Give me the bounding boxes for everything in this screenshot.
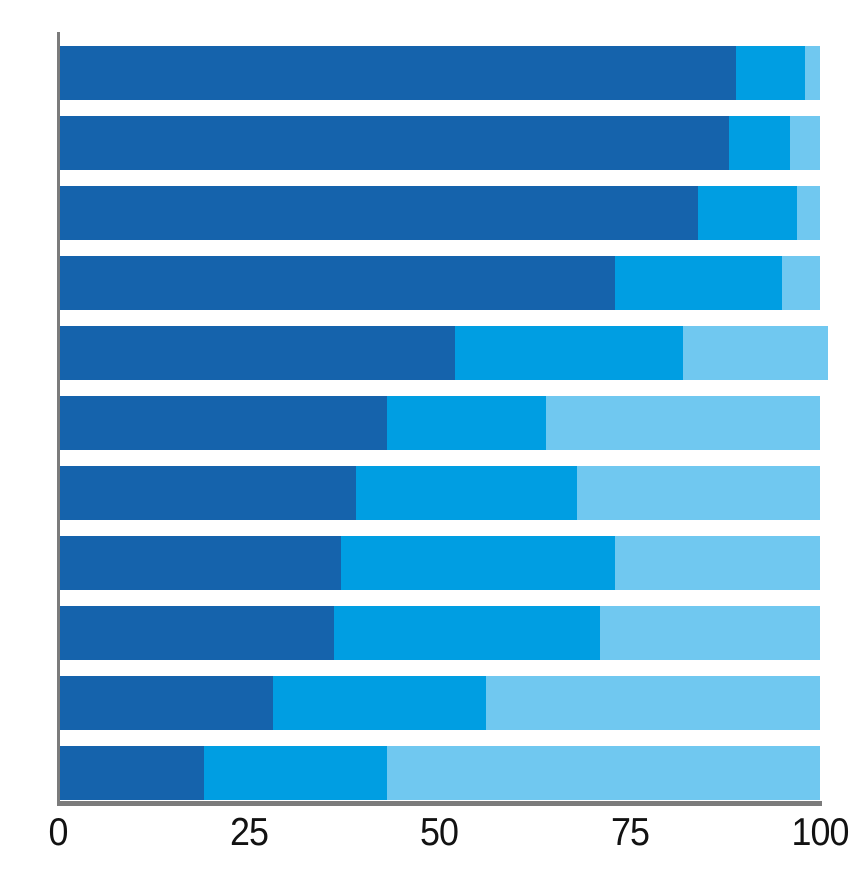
y-axis-line bbox=[57, 32, 60, 806]
bar-segment-dark-blue bbox=[60, 746, 205, 800]
bar-row bbox=[60, 116, 868, 170]
x-tick-label: 0 bbox=[48, 811, 68, 854]
bar-row bbox=[60, 186, 868, 240]
bar-segment-dark-blue bbox=[60, 676, 273, 730]
bar-segment-medium-blue bbox=[728, 116, 790, 170]
bar-row bbox=[60, 466, 868, 520]
bar-row bbox=[60, 606, 868, 660]
bar-segment-medium-blue bbox=[204, 746, 387, 800]
bar-row bbox=[60, 396, 868, 450]
bar-segment-light-blue bbox=[386, 746, 820, 800]
bar-segment-light-blue bbox=[546, 396, 820, 450]
bar-segment-light-blue bbox=[485, 676, 820, 730]
bar-segment-medium-blue bbox=[736, 46, 805, 100]
bar-segment-light-blue bbox=[576, 466, 820, 520]
bar-segment-dark-blue bbox=[60, 466, 357, 520]
bar-segment-medium-blue bbox=[333, 606, 600, 660]
bar-row bbox=[60, 326, 868, 380]
bar-segment-dark-blue bbox=[60, 396, 387, 450]
bar-segment-light-blue bbox=[797, 186, 820, 240]
bar-segment-dark-blue bbox=[60, 536, 342, 590]
x-tick-label: 25 bbox=[229, 811, 268, 854]
bar-segment-light-blue bbox=[781, 256, 820, 310]
bar-segment-medium-blue bbox=[341, 536, 615, 590]
bar-row bbox=[60, 676, 868, 730]
x-tick-label: 50 bbox=[419, 811, 459, 854]
bar-segment-medium-blue bbox=[614, 256, 782, 310]
bar-segment-light-blue bbox=[804, 46, 820, 100]
bar-segment-light-blue bbox=[599, 606, 820, 660]
bar-segment-dark-blue bbox=[60, 116, 729, 170]
x-tick-label: 100 bbox=[791, 811, 849, 854]
bar-segment-dark-blue bbox=[60, 186, 699, 240]
bar-segment-light-blue bbox=[614, 536, 820, 590]
bar-segment-medium-blue bbox=[386, 396, 547, 450]
bar-segment-light-blue bbox=[789, 116, 820, 170]
x-axis-line bbox=[57, 801, 822, 806]
bar-row bbox=[60, 256, 868, 310]
bars-plot-area bbox=[60, 46, 868, 800]
bar-segment-medium-blue bbox=[698, 186, 798, 240]
bar-segment-medium-blue bbox=[356, 466, 577, 520]
bar-segment-dark-blue bbox=[60, 326, 456, 380]
bar-segment-dark-blue bbox=[60, 46, 737, 100]
bar-row bbox=[60, 46, 868, 100]
bar-row bbox=[60, 536, 868, 590]
bar-segment-light-blue bbox=[683, 326, 828, 380]
x-axis-tick-labels: 0 25 50 75 100 bbox=[0, 811, 868, 858]
bar-segment-dark-blue bbox=[60, 606, 334, 660]
bar-segment-dark-blue bbox=[60, 256, 615, 310]
bar-row bbox=[60, 746, 868, 800]
bar-segment-medium-blue bbox=[455, 326, 684, 380]
x-tick-label: 75 bbox=[610, 811, 649, 854]
bar-segment-medium-blue bbox=[272, 676, 486, 730]
